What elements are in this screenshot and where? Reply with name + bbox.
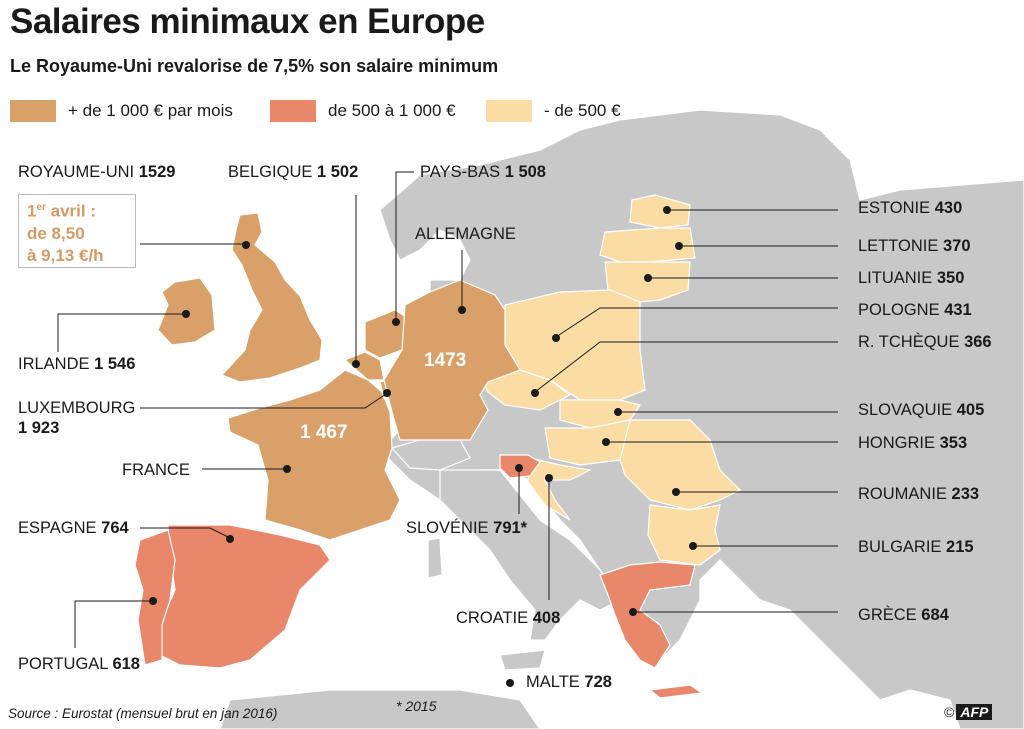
legend-label-high: + de 1 000 € par mois <box>68 101 233 120</box>
legend-swatch-low <box>486 100 532 122</box>
legend-swatch-high <box>10 100 56 122</box>
legend-swatch-mid <box>270 100 316 122</box>
label-belgique: BELGIQUE 1 502 <box>228 163 359 181</box>
map-subtitle: Le Royaume-Uni revalorise de 7,5% son sa… <box>10 56 499 76</box>
leader-portugal <box>74 600 152 648</box>
high-wage-countries <box>157 212 521 541</box>
dot-pays-bas <box>392 318 400 326</box>
label-pays-bas: PAYS-BAS 1 508 <box>420 163 546 181</box>
spain-shape <box>159 524 331 669</box>
afp-credit: © AFP <box>944 704 993 720</box>
germany-shape <box>383 279 521 441</box>
label-tcheque: R. TCHÈQUE 366 <box>858 333 992 351</box>
dot-pologne <box>552 334 560 342</box>
dot-slovenie <box>515 464 523 472</box>
leader-espagne <box>140 527 231 539</box>
label-hongrie: HONGRIE 353 <box>858 434 968 452</box>
dot-roumanie <box>672 488 680 496</box>
leader-pays-bas <box>395 171 414 320</box>
dot-hongrie <box>602 438 610 446</box>
label-france: FRANCE <box>122 461 190 479</box>
low-wage-countries <box>479 194 742 566</box>
copyright-symbol: © <box>944 704 955 720</box>
latvia-shape <box>599 227 696 263</box>
croatia-shape <box>527 457 592 521</box>
france-shape <box>227 369 401 541</box>
uk-note-line1: 1er avril : <box>27 201 97 221</box>
map-title: Salaires minimaux en Europe <box>10 2 485 41</box>
label-grece: GRÈCE 684 <box>858 606 949 624</box>
crete-shape <box>648 684 704 699</box>
dot-luxembourg <box>383 389 391 397</box>
italy-land <box>439 469 621 641</box>
label-slovenie: SLOVÉNIE 791* <box>406 519 528 537</box>
other-land <box>219 109 1024 729</box>
label-espagne: ESPAGNE 764 <box>18 519 129 537</box>
value-france: 1 467 <box>300 422 348 443</box>
leader-luxembourg <box>140 393 387 409</box>
legend-item-mid: de 500 à 1 000 € <box>270 99 456 123</box>
label-slovaquie: SLOVAQUIE 405 <box>858 401 985 419</box>
leader-pologne <box>555 307 838 338</box>
label-lettonie: LETTONIE 370 <box>858 237 971 255</box>
dot-allemagne <box>458 306 466 314</box>
label-irlande: IRLANDE 1 546 <box>18 355 136 373</box>
dot-croatie <box>545 474 553 482</box>
label-roumanie: ROUMANIE 233 <box>858 485 980 503</box>
estonia-shape <box>629 194 691 229</box>
legend-item-high: + de 1 000 € par mois <box>10 99 233 123</box>
dot-belgique <box>352 360 360 368</box>
dot-espagne <box>226 535 234 543</box>
greece-shape <box>599 561 696 669</box>
label-estonie: ESTONIE 430 <box>858 199 963 217</box>
uk-shape <box>220 212 323 383</box>
label-malte: MALTE 728 <box>526 673 612 691</box>
footnote: * 2015 <box>396 698 437 714</box>
belgium-shape <box>343 351 385 381</box>
dot-lituanie <box>644 274 652 282</box>
sardinia-land <box>427 537 443 579</box>
dot-slovaquie <box>614 408 622 416</box>
uk-note-line3: à 9,13 €/h <box>27 245 104 265</box>
dot-estonie <box>663 206 671 214</box>
capital-dots <box>149 206 697 687</box>
label-lituanie: LITUANIE 350 <box>858 269 965 287</box>
dot-portugal <box>149 597 157 605</box>
sicily-land <box>499 649 546 671</box>
legend-item-low: - de 500 € <box>486 99 621 123</box>
dot-irlande <box>182 310 190 318</box>
label-royaume-uni: ROYAUME-UNI 1529 <box>18 163 176 181</box>
leader-lines <box>57 171 838 648</box>
uk-note-line2: de 8,50 <box>27 223 85 243</box>
uk-note-box: 1er avril : de 8,50 à 9,13 €/h <box>18 194 136 268</box>
dot-lettonie <box>675 242 683 250</box>
value-allemagne: 1473 <box>424 350 467 371</box>
afp-logo: AFP <box>956 704 993 720</box>
portugal-shape <box>134 529 176 666</box>
label-bulgarie: BULGARIE 215 <box>858 538 974 556</box>
dot-tcheque <box>531 389 539 397</box>
dot-france <box>283 465 291 473</box>
dot-uk <box>242 241 250 249</box>
leader-tcheque <box>534 341 838 393</box>
dot-malte <box>506 679 514 687</box>
label-croatie: CROATIE 408 <box>456 609 561 627</box>
label-luxembourg: LUXEMBOURG 1 923 <box>18 399 136 437</box>
leader-irlande <box>57 313 185 352</box>
source-note: Source : Eurostat (mensuel brut en jan 2… <box>8 706 278 721</box>
dot-bulgarie <box>689 542 697 550</box>
label-pologne: POLOGNE 431 <box>858 301 972 319</box>
bulgaria-shape <box>647 504 721 566</box>
north-africa-land <box>219 689 541 729</box>
label-allemagne: ALLEMAGNE <box>415 225 516 243</box>
label-portugal: PORTUGAL 618 <box>18 655 140 673</box>
legend-label-mid: de 500 à 1 000 € <box>328 101 456 120</box>
legend-label-low: - de 500 € <box>544 101 621 120</box>
dot-grece <box>629 608 637 616</box>
